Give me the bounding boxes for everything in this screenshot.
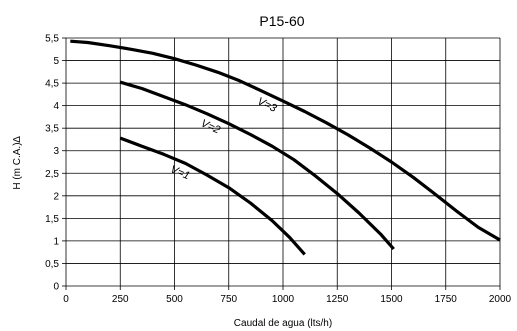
x-tick-label: 2000 [489,294,512,305]
chart-title: P15-60 [259,13,304,29]
y-tick-label: 1,5 [45,214,59,225]
y-tick-label: 0 [53,282,59,293]
x-tick-label: 1000 [272,294,295,305]
delta-symbol: ∆ [12,135,23,142]
y-axis-title-text: H (m C.A.) [12,142,23,189]
y-tick-label: 1 [53,236,59,247]
y-axis-ticks: 0 0,5 1 1,5 2 2,5 3 3,5 4 4,5 5 5,5 [45,34,66,293]
y-tick-label: 2 [53,191,59,202]
x-axis-ticks: 0 250 500 750 1000 1250 1500 1750 2000 [63,286,512,305]
y-tick-label: 2,5 [45,169,59,180]
y-tick-label: 5 [53,56,59,67]
curve-v3 [70,39,501,242]
x-tick-label: 1500 [380,294,403,305]
curve-v1 [119,136,306,256]
x-tick-label: 250 [112,294,129,305]
y-tick-label: 3 [53,146,59,157]
y-tick-label: 4,5 [45,79,59,90]
y-tick-label: 3,5 [45,124,59,135]
x-tick-label: 1250 [326,294,349,305]
grid [65,37,501,287]
y-tick-label: 5,5 [45,34,59,45]
y-axis-title: H (m C.A.)∆ [12,135,23,189]
x-tick-label: 1750 [435,294,458,305]
x-axis-title: Caudal de agua (lts/h) [234,318,332,329]
x-tick-label: 0 [63,294,69,305]
y-tick-label: 0,5 [45,259,59,270]
curve-labels: V=3V=2V=1 [168,95,279,182]
curves [70,39,501,256]
x-tick-label: 500 [166,294,183,305]
x-tick-label: 750 [220,294,237,305]
y-tick-label: 4 [53,101,59,112]
curve-v2 [119,80,395,251]
